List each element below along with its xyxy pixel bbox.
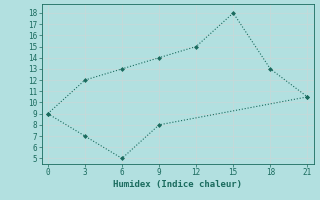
X-axis label: Humidex (Indice chaleur): Humidex (Indice chaleur) — [113, 180, 242, 189]
